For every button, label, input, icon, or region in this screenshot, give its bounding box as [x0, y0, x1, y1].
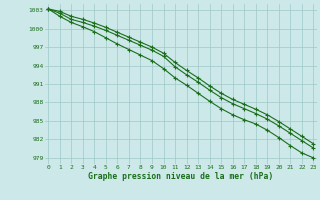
X-axis label: Graphe pression niveau de la mer (hPa): Graphe pression niveau de la mer (hPa)	[88, 172, 273, 181]
